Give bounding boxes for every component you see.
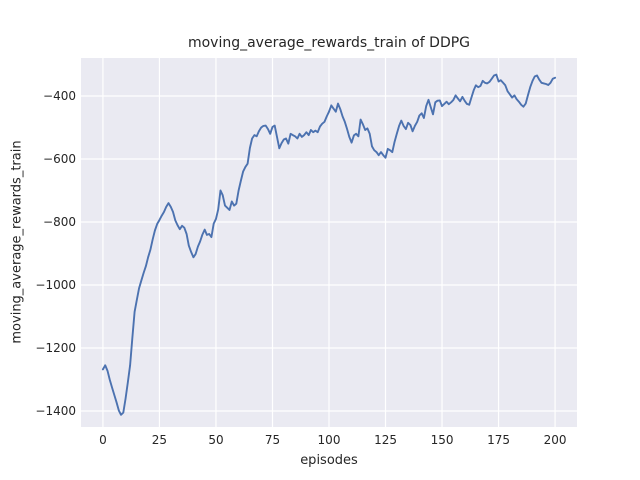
x-tick-label: 50 [208, 433, 224, 447]
x-tick-label: 200 [543, 433, 567, 447]
y-tick-label: −400 [43, 88, 76, 103]
x-tick-label: 125 [374, 433, 397, 447]
x-tick-label: 175 [487, 433, 510, 447]
x-tick-label: 75 [264, 433, 281, 447]
chart-title: moving_average_rewards_train of DDPG [187, 35, 471, 51]
y-tick-label: −1400 [35, 403, 76, 418]
y-tick-label: −1000 [35, 277, 76, 292]
x-tick-label: 150 [430, 433, 454, 447]
plot-area [81, 58, 577, 427]
x-tick-label: 100 [317, 433, 341, 447]
y-tick-label: −1200 [35, 340, 76, 355]
x-tick-label: 25 [151, 433, 168, 447]
x-axis-label: episodes [300, 453, 358, 468]
x-tick-label: 0 [99, 433, 107, 447]
series-line-ddpg [101, 73, 557, 416]
y-tick-label: −800 [43, 214, 76, 229]
y-tick-label: −600 [43, 151, 76, 166]
y-axis-label: moving_average_rewards_train [9, 140, 25, 344]
